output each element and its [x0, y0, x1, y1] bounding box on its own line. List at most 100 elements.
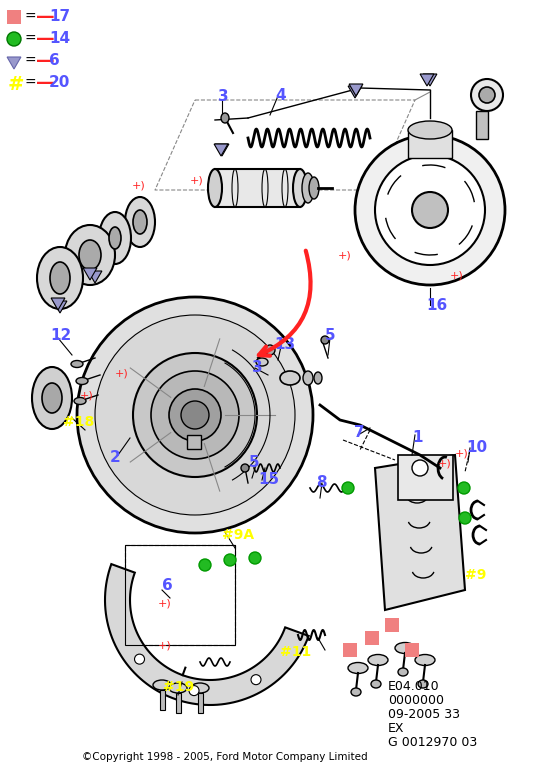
Ellipse shape [368, 655, 388, 666]
Text: 15: 15 [258, 472, 279, 487]
Ellipse shape [221, 113, 229, 123]
Text: 16: 16 [426, 298, 447, 313]
Text: 13: 13 [274, 337, 295, 352]
Text: #18: #18 [63, 415, 94, 429]
Ellipse shape [79, 240, 101, 270]
Text: 0000000: 0000000 [388, 694, 444, 707]
Ellipse shape [125, 197, 155, 247]
Ellipse shape [65, 225, 115, 285]
Polygon shape [105, 564, 308, 705]
Circle shape [241, 464, 249, 472]
Ellipse shape [302, 173, 314, 203]
Circle shape [169, 389, 221, 441]
Bar [7, 10, 21, 24]
Circle shape [355, 135, 505, 285]
Ellipse shape [50, 262, 70, 294]
Text: 6: 6 [162, 578, 173, 593]
Circle shape [151, 371, 239, 459]
Bar [125, 545, 235, 645]
Text: =: = [25, 75, 41, 89]
Bar [343, 643, 357, 657]
Text: #9A: #9A [222, 528, 254, 542]
Ellipse shape [371, 680, 381, 688]
Text: 5: 5 [249, 455, 260, 470]
Bar [476, 111, 488, 139]
Bar [187, 435, 201, 449]
Circle shape [265, 345, 275, 355]
Text: 4: 4 [275, 88, 286, 103]
Circle shape [7, 32, 21, 46]
Bar [365, 631, 379, 645]
Text: ―: ― [37, 8, 54, 26]
Bar [405, 643, 419, 657]
Text: #9: #9 [465, 568, 486, 582]
Ellipse shape [309, 177, 319, 199]
Text: 8: 8 [316, 475, 327, 490]
Bar [398, 455, 453, 500]
Text: EX: EX [388, 722, 404, 735]
Ellipse shape [256, 358, 268, 366]
Circle shape [199, 559, 211, 571]
Text: +): +) [115, 368, 129, 378]
Text: +): +) [190, 175, 204, 185]
Text: 5: 5 [325, 328, 335, 343]
Text: +): +) [158, 598, 172, 608]
Circle shape [321, 336, 329, 344]
Bar [385, 618, 399, 632]
Bar [160, 690, 165, 710]
Text: 20: 20 [49, 75, 70, 90]
Ellipse shape [208, 169, 222, 207]
Ellipse shape [395, 643, 415, 653]
Circle shape [458, 482, 470, 494]
Text: =: = [25, 31, 41, 45]
Text: +): +) [132, 180, 146, 190]
Polygon shape [375, 455, 465, 610]
Text: ―: ― [37, 52, 54, 70]
Ellipse shape [42, 383, 62, 413]
Bar [215, 169, 300, 207]
Circle shape [412, 192, 448, 228]
Text: 12: 12 [50, 328, 71, 343]
Text: 6: 6 [49, 53, 60, 68]
Text: #11: #11 [280, 645, 311, 659]
Ellipse shape [408, 121, 452, 139]
Circle shape [459, 512, 471, 524]
Ellipse shape [76, 377, 88, 385]
Text: 2: 2 [110, 450, 121, 465]
Ellipse shape [280, 371, 300, 385]
Circle shape [134, 654, 145, 664]
Ellipse shape [32, 367, 72, 429]
Ellipse shape [348, 662, 368, 673]
Circle shape [77, 297, 313, 533]
Circle shape [95, 315, 295, 515]
Circle shape [375, 155, 485, 265]
Text: G 0012970 03: G 0012970 03 [388, 736, 478, 749]
Ellipse shape [293, 169, 307, 207]
Bar [176, 693, 181, 713]
Text: ―: ― [37, 30, 54, 48]
Text: #: # [8, 75, 24, 94]
Ellipse shape [99, 212, 131, 264]
Text: 3: 3 [252, 360, 263, 375]
Text: E04.010: E04.010 [388, 680, 440, 693]
Circle shape [249, 552, 261, 564]
Ellipse shape [418, 680, 428, 688]
Text: 7: 7 [354, 425, 365, 440]
Text: =: = [25, 53, 41, 67]
Text: ―: ― [37, 74, 54, 92]
Circle shape [181, 401, 209, 429]
FancyArrowPatch shape [259, 251, 311, 356]
Ellipse shape [303, 371, 313, 385]
Text: 17: 17 [49, 9, 70, 24]
Circle shape [342, 482, 354, 494]
Circle shape [133, 353, 257, 477]
Bar [198, 693, 203, 713]
Ellipse shape [71, 360, 83, 367]
Text: +): +) [80, 390, 94, 400]
Text: =: = [25, 9, 41, 23]
Ellipse shape [415, 655, 435, 666]
Text: #19: #19 [163, 680, 194, 694]
Text: 10: 10 [466, 440, 487, 455]
Ellipse shape [398, 668, 408, 676]
Text: 09-2005 33: 09-2005 33 [388, 708, 460, 721]
